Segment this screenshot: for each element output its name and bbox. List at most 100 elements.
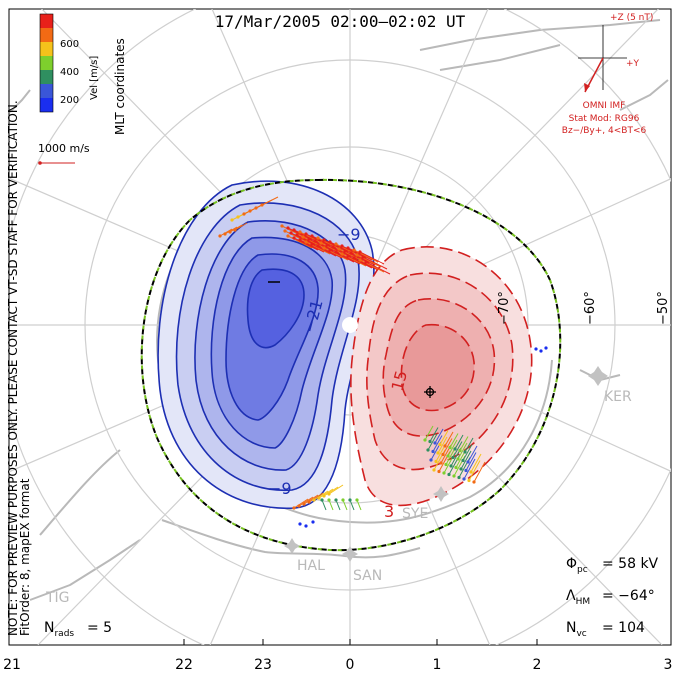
velocity-vector-origin xyxy=(358,258,362,262)
velocity-vector-origin xyxy=(327,498,331,502)
velocity-vector xyxy=(311,243,337,257)
velocity-vector-origin xyxy=(304,524,308,528)
velocity-vector-origin xyxy=(304,232,308,236)
imf-z-label: +Z (5 nT) xyxy=(610,13,653,23)
velocity-vector xyxy=(329,249,355,263)
colorbar-swatch-6 xyxy=(40,84,53,98)
velocity-vector xyxy=(463,458,476,480)
velocity-vector xyxy=(234,222,248,231)
velocity-vector-origin xyxy=(431,449,435,454)
map-title: 17/Mar/2005 02:00–02:02 UT xyxy=(215,12,466,31)
pcp-value: = 58 kV xyxy=(602,556,659,572)
velocity-vector-origin xyxy=(322,494,326,498)
velocity-vector-origin xyxy=(298,238,302,242)
velocity-vector-origin xyxy=(453,447,457,451)
velocity-vector-origin xyxy=(302,502,306,506)
velocity-vector-origin xyxy=(322,238,326,242)
velocity-vector xyxy=(353,257,379,271)
colorbar-tick-400: 400 xyxy=(60,67,79,78)
contour-label-neg-9-bottom: −9 xyxy=(268,479,292,498)
velocity-vector xyxy=(299,239,325,253)
velocity-colorbar: 600 400 200 Vel [m/s] xyxy=(39,13,100,113)
velocity-vector-origin xyxy=(310,242,314,246)
velocity-vector xyxy=(467,445,478,463)
velocity-vector-origin xyxy=(426,448,430,452)
velocity-vector xyxy=(473,461,486,483)
vector-scale-label: 1000 m/s xyxy=(38,142,90,155)
velocity-vectors xyxy=(218,196,548,528)
velocity-vector-origin xyxy=(328,248,332,252)
contour-label-pos-3: 3 xyxy=(384,502,394,521)
velocity-vector-origin xyxy=(462,477,466,481)
velocity-vector-origin xyxy=(447,472,451,477)
mlt-tick-0: 0 xyxy=(346,657,355,673)
colorbar-swatch-5 xyxy=(40,70,53,84)
velocity-vector-origin xyxy=(534,347,538,351)
velocity-vector-origin xyxy=(292,228,296,232)
velocity-vector-origin xyxy=(322,246,326,250)
velocity-vector xyxy=(219,228,233,237)
velocity-vector-origin xyxy=(248,209,252,213)
velocity-vector xyxy=(335,251,361,265)
velocity-vector-origin xyxy=(297,504,301,508)
station-marker-ker xyxy=(588,366,608,386)
velocity-vector-origin xyxy=(346,246,350,250)
velocity-vector-origin xyxy=(467,478,471,483)
velocity-vector-origin xyxy=(352,248,356,252)
velocity-vector-origin xyxy=(423,438,427,442)
velocity-vector-origin xyxy=(310,234,314,238)
velocity-vector xyxy=(303,494,319,505)
velocity-vector-origin xyxy=(449,464,453,468)
velocity-vector-origin xyxy=(432,468,436,472)
fit-order-label: FitOrder: 8, mapEX format xyxy=(18,478,32,636)
velocity-vector-origin xyxy=(286,234,290,238)
velocity-vector xyxy=(293,237,319,251)
velocity-vector xyxy=(356,499,362,511)
velocity-vector-origin xyxy=(316,244,320,248)
velocity-vector-origin xyxy=(289,231,293,235)
velocity-vector xyxy=(468,460,481,481)
station-marker-hal xyxy=(284,538,300,554)
velocity-vector xyxy=(462,444,473,461)
imf-clock-dial: +Z (5 nT) +Y OMNI IMF Stat Mod: RG96 Bz−… xyxy=(562,13,654,136)
velocity-vector-origin xyxy=(334,250,338,254)
velocity-vector xyxy=(347,255,373,269)
colorbar-swatch-3 xyxy=(40,42,53,56)
landmass xyxy=(9,19,669,601)
velocity-vector-origin xyxy=(451,455,455,460)
velocity-vector-origin xyxy=(463,450,467,454)
velocity-vector-origin xyxy=(437,469,441,474)
velocity-vector-origin xyxy=(280,224,284,228)
mlt-tick-22: 22 xyxy=(175,657,193,673)
velocity-vector xyxy=(359,259,385,273)
velocity-vector-origin xyxy=(456,457,460,461)
velocity-vector-origin xyxy=(292,506,296,510)
colorbar-tick-600: 600 xyxy=(60,39,79,50)
velocity-vector xyxy=(460,450,472,470)
velocity-vector-origin xyxy=(452,474,456,478)
velocity-vector xyxy=(447,439,458,457)
colorbar-swatch-2 xyxy=(40,28,53,42)
velocity-vector xyxy=(347,247,373,261)
velocity-vector-origin xyxy=(298,230,302,234)
velocity-vector-origin xyxy=(436,451,440,455)
velocity-vector-origin xyxy=(340,252,344,256)
velocity-vector-origin xyxy=(434,459,438,464)
velocity-vector xyxy=(335,499,341,511)
velocity-vector-origin xyxy=(295,233,299,237)
velocity-vector-origin xyxy=(428,439,432,444)
velocity-vector-origin xyxy=(254,206,258,210)
velocity-vector-origin xyxy=(429,458,433,462)
model-label-line2: Bz−/By+, 4<BT<6 xyxy=(562,126,647,136)
velocity-vector-origin xyxy=(472,480,476,484)
colorbar-swatch-4 xyxy=(40,56,53,70)
velocity-vector-origin xyxy=(286,226,290,230)
velocity-vector-origin xyxy=(443,444,447,448)
velocity-vector-origin xyxy=(236,215,240,219)
velocity-vector-origin xyxy=(307,500,311,504)
velocity-vector xyxy=(342,499,348,511)
lat-label-50: −50° xyxy=(656,291,671,325)
velocity-vector-origin xyxy=(438,442,442,447)
vector-scale-origin xyxy=(38,161,42,165)
velocity-vector xyxy=(439,430,449,445)
